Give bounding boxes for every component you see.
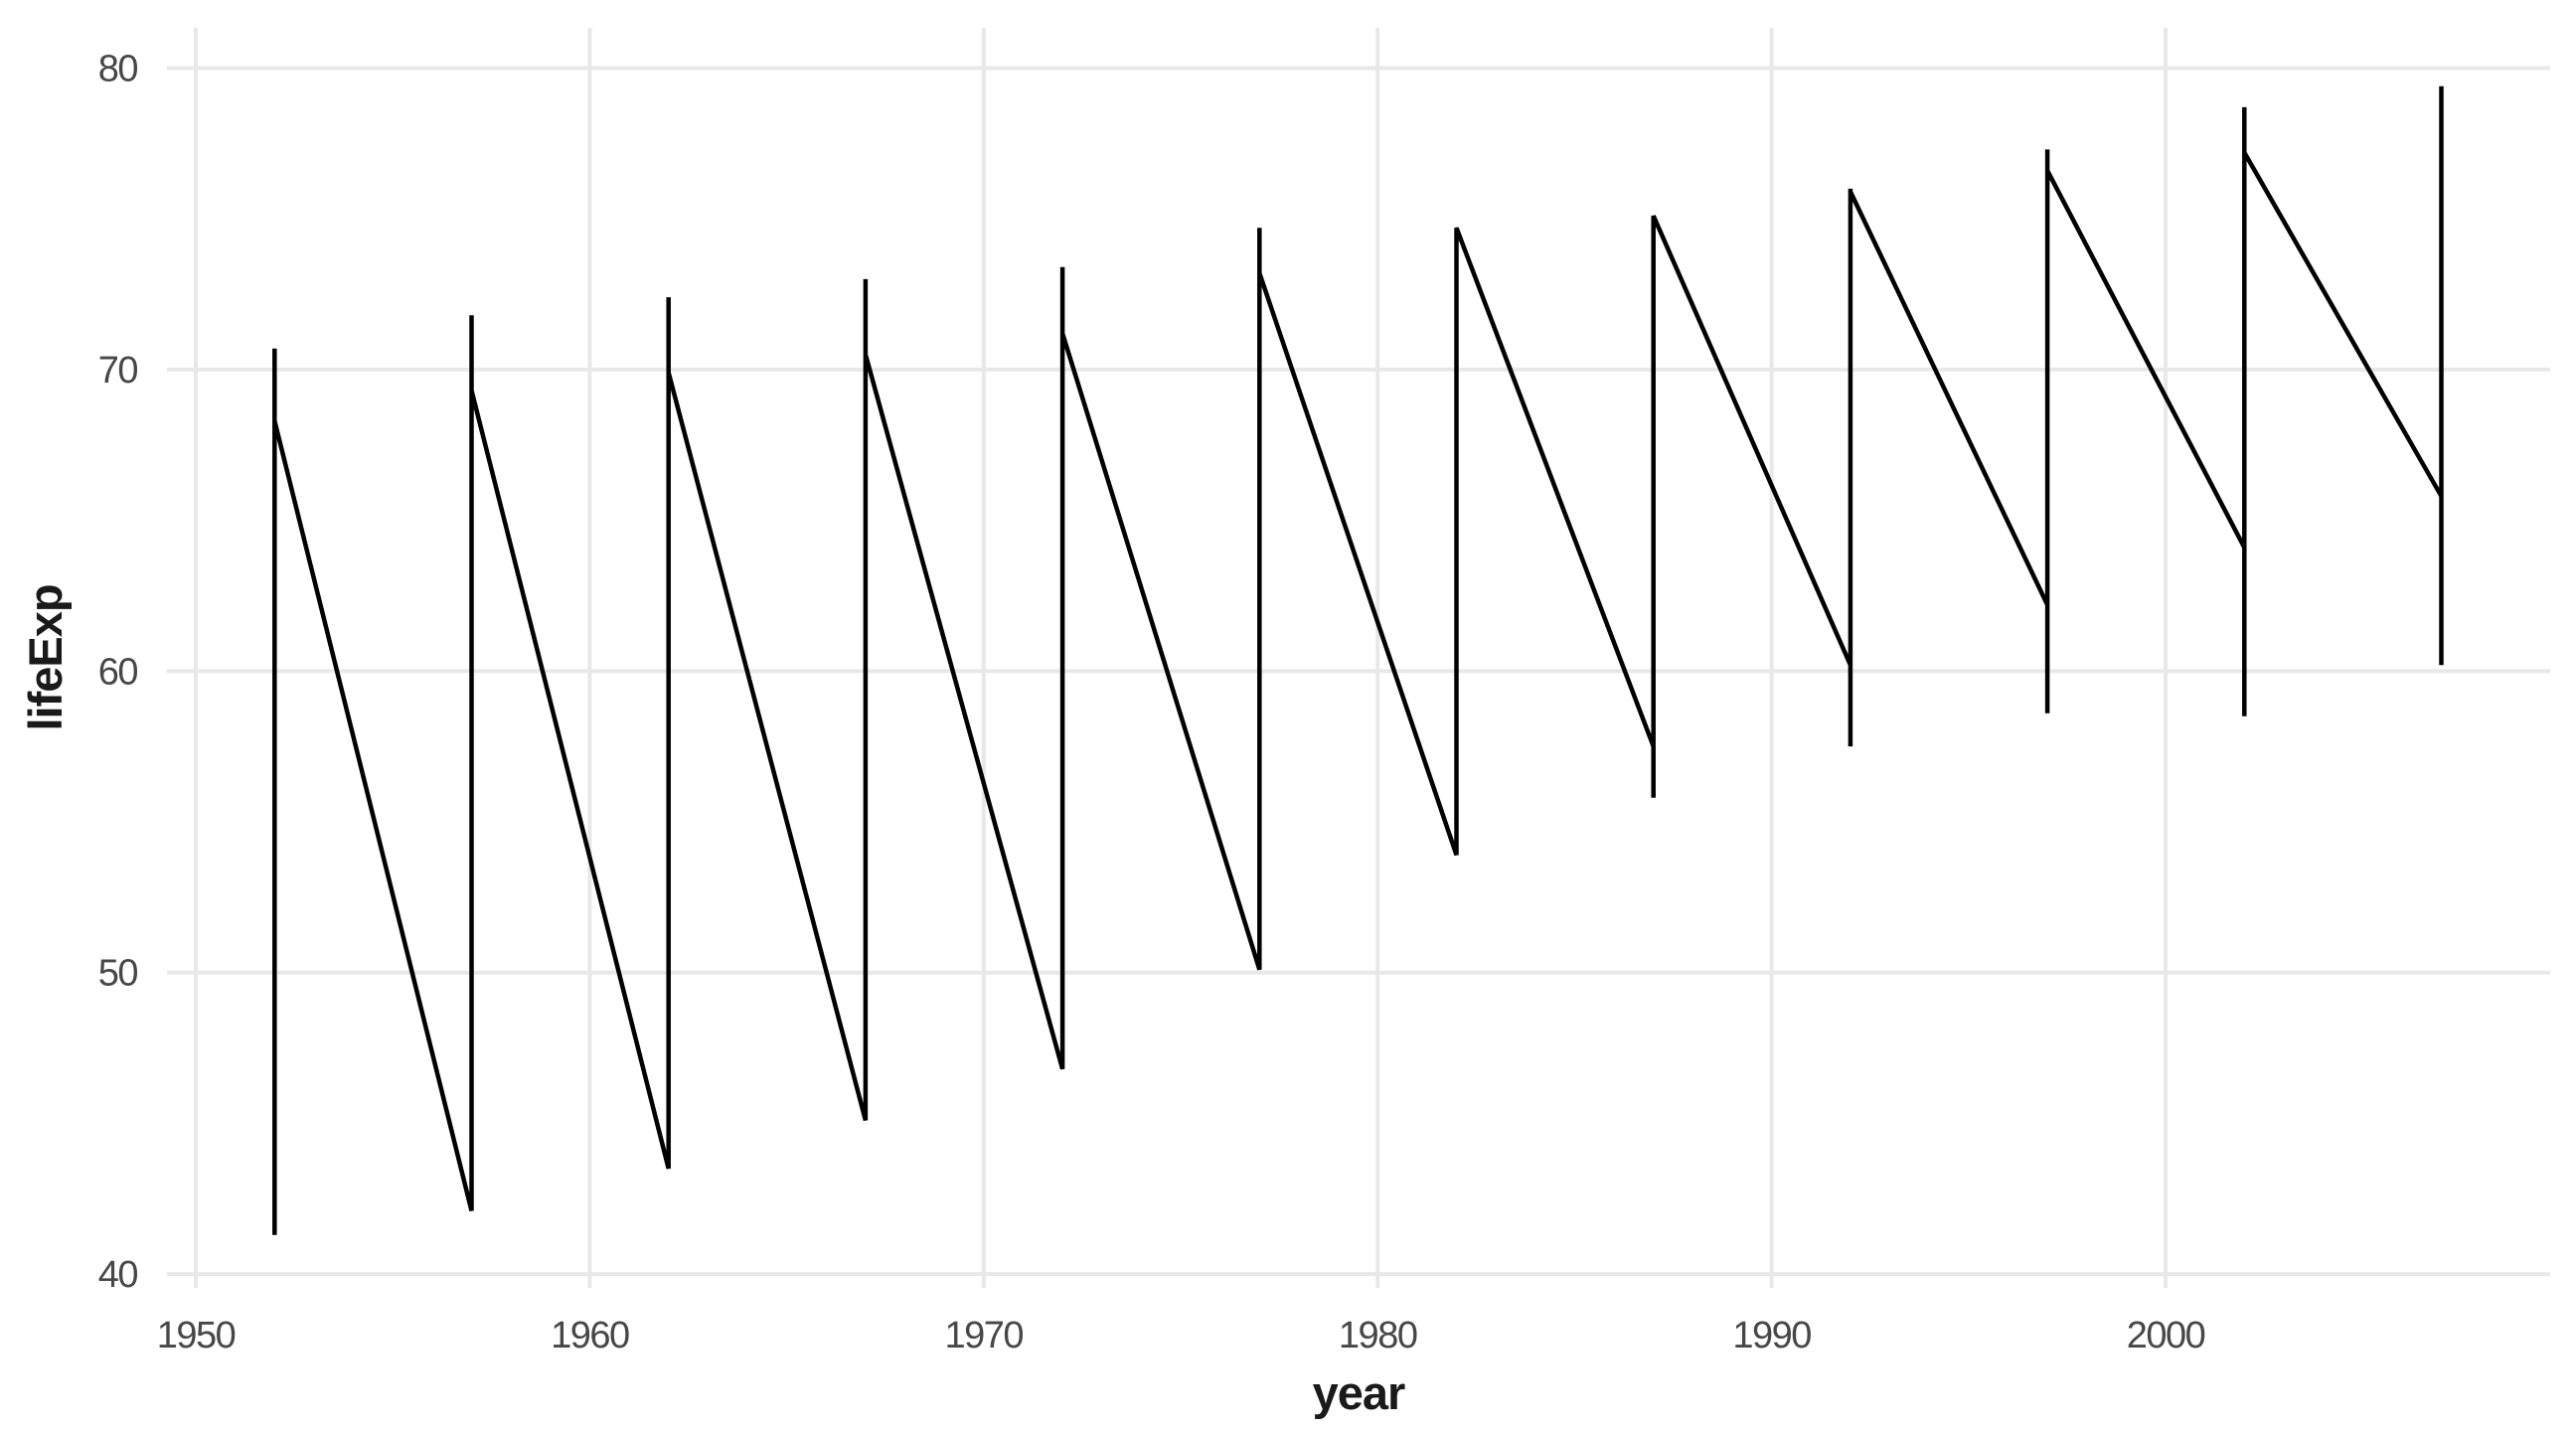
x-tick-label-1950: 1950 — [157, 1315, 236, 1356]
gridlines — [167, 28, 2550, 1288]
y-tick-label-50: 50 — [98, 953, 138, 995]
y-tick-label-70: 70 — [98, 350, 138, 392]
y-tick-label-60: 60 — [98, 651, 138, 693]
y-axis-title: lifeExp — [19, 584, 72, 730]
x-tick-label-1970: 1970 — [945, 1315, 1024, 1356]
lifeexp-line-series — [272, 85, 2444, 1235]
y-tick-label-40: 40 — [98, 1254, 138, 1296]
x-axis-title: year — [1313, 1366, 1405, 1419]
y-axis-tick-labels: 40 50 60 70 80 — [98, 49, 139, 1297]
x-tick-label-2000: 2000 — [2127, 1315, 2205, 1356]
x-tick-label-1990: 1990 — [1732, 1315, 1811, 1356]
x-axis-tick-labels: 1950 1960 1970 1980 1990 2000 — [157, 1315, 2206, 1356]
y-tick-label-80: 80 — [98, 49, 138, 90]
x-tick-label-1980: 1980 — [1339, 1315, 1417, 1356]
x-tick-label-1960: 1960 — [551, 1315, 629, 1356]
lifeexp-sawtooth-path — [272, 85, 2444, 1235]
